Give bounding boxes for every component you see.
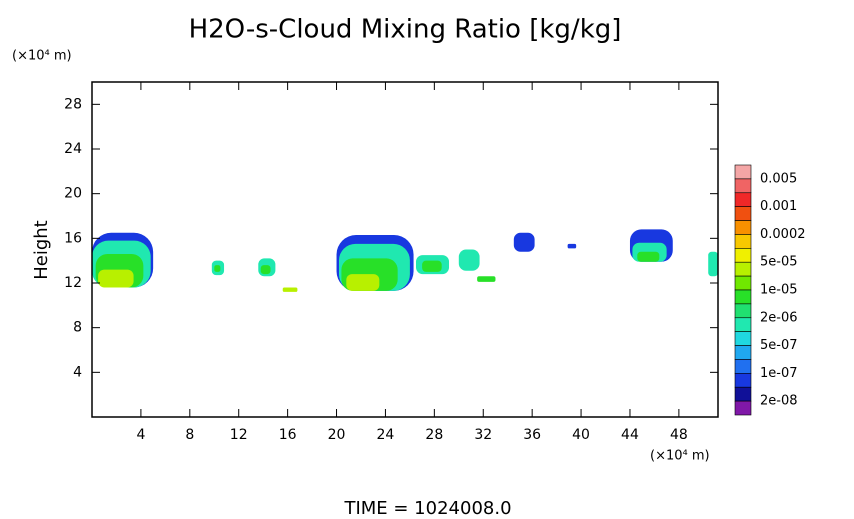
- x-tick-label: 24: [377, 427, 395, 443]
- colorbar-box: [734, 373, 752, 388]
- x-tick-label: 32: [474, 427, 492, 443]
- y-unit: (×10⁴ m): [12, 49, 72, 64]
- cloud-region: [567, 243, 577, 249]
- cloud-region: [458, 249, 480, 271]
- y-tick-label: 24: [64, 141, 82, 157]
- colorbar-box: [734, 400, 752, 416]
- plot-frame: [91, 81, 719, 418]
- cloud-region: [260, 265, 271, 275]
- colorbar-box: [734, 345, 752, 360]
- cloud-region: [98, 269, 134, 288]
- colorbar-box: [734, 178, 752, 194]
- colorbar-label: 0.005: [760, 171, 797, 186]
- colorbar-box: [734, 275, 752, 291]
- x-tick-label: 36: [523, 427, 541, 443]
- y-tick-label: 28: [64, 96, 82, 112]
- colorbar-box: [734, 234, 752, 249]
- y-axis-label: Height: [31, 220, 52, 280]
- cloud-region: [513, 232, 535, 252]
- colorbar-box: [734, 220, 752, 235]
- x-tick-label: 40: [572, 427, 590, 443]
- colorbar-label: 2e-06: [760, 310, 798, 325]
- x-tick-label: 44: [621, 427, 639, 443]
- x-tick-label: 20: [328, 427, 346, 443]
- colorbar-box: [734, 164, 752, 180]
- colorbar-label: 0.001: [760, 199, 797, 214]
- colorbar-box: [734, 331, 752, 346]
- colorbar-label: 1e-07: [760, 366, 798, 381]
- colorbar-box: [734, 248, 752, 263]
- colorbar-box: [734, 317, 752, 332]
- colorbar-box: [734, 303, 752, 319]
- colorbar-label: 0.0002: [760, 227, 806, 242]
- cloud-region: [477, 276, 496, 282]
- cloud-region: [422, 260, 442, 272]
- chart-title: H2O-s-Cloud Mixing Ratio [kg/kg]: [189, 15, 622, 45]
- footer: TIME = 1024008.0: [343, 498, 511, 519]
- x-tick-label: 28: [425, 427, 443, 443]
- cloud-region: [282, 287, 298, 292]
- cloud-region: [637, 251, 660, 262]
- cloud-region: [346, 274, 380, 291]
- x-tick-label: 48: [670, 427, 688, 443]
- x-tick-label: 12: [230, 427, 248, 443]
- y-tick-label: 4: [73, 364, 82, 380]
- colorbar-label: 1e-05: [760, 283, 798, 298]
- y-tick-label: 20: [64, 186, 82, 202]
- colorbar-box: [734, 359, 752, 374]
- y-tick-label: 8: [73, 320, 82, 336]
- colorbar-label: 2e-08: [760, 394, 798, 409]
- colorbar-box: [734, 192, 752, 207]
- colorbar-box: [734, 206, 752, 221]
- colorbar-label: 5e-05: [760, 255, 798, 270]
- cloud-region: [708, 251, 718, 277]
- x-tick-label: 4: [136, 427, 145, 443]
- y-tick-label: 12: [64, 275, 82, 291]
- colorbar-box: [734, 386, 752, 402]
- x-tick-label: 8: [185, 427, 194, 443]
- y-tick-label: 16: [64, 230, 82, 246]
- cloud-region: [214, 265, 221, 272]
- x-unit: (×10⁴ m): [650, 449, 710, 464]
- colorbar-box: [734, 261, 752, 277]
- colorbar-box: [734, 289, 752, 305]
- x-tick-label: 16: [279, 427, 297, 443]
- colorbar-label: 5e-07: [760, 338, 798, 353]
